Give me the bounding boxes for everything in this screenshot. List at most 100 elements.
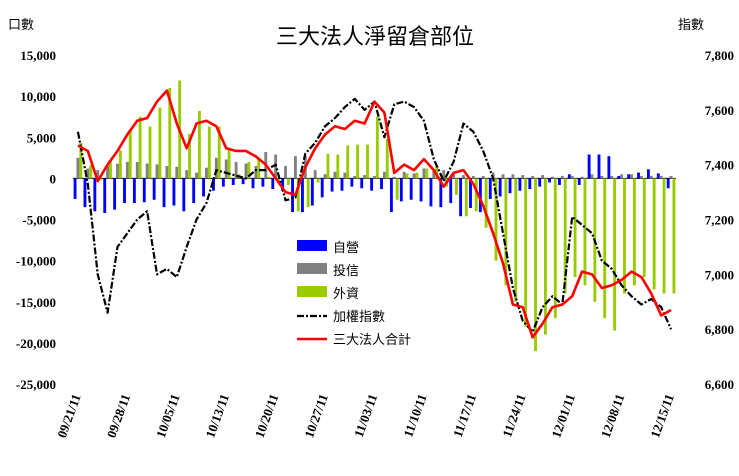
bar-1-55: [620, 174, 624, 179]
bar-0-45: [518, 178, 522, 191]
bar-1-10: [175, 166, 179, 179]
bar-2-3: [109, 160, 112, 179]
x-date-label: 11/17/11: [450, 392, 479, 439]
x-date-label: 09/28/11: [104, 392, 134, 440]
bar-1-35: [422, 168, 426, 179]
right-tick-label: 7,200: [705, 213, 734, 228]
bar-2-6: [138, 116, 142, 179]
bar-2-4: [118, 150, 122, 179]
bar-1-46: [531, 175, 535, 179]
bar-0-2: [93, 178, 97, 212]
x-date-label: 10/27/11: [301, 392, 331, 440]
bar-0-47: [538, 178, 542, 187]
bar-1-32: [392, 176, 396, 179]
bar-0-53: [597, 154, 601, 179]
bar-2-59: [662, 178, 666, 294]
bar-2-13: [207, 126, 211, 179]
bar-0-31: [380, 178, 383, 190]
right-tick-label: 7,800: [705, 48, 734, 63]
bar-2-15: [227, 149, 231, 179]
bar-2-60: [672, 178, 676, 294]
bar-1-13: [205, 167, 208, 179]
x-date-label: 10/13/11: [202, 392, 232, 440]
bar-1-17: [244, 163, 248, 179]
bar-0-58: [646, 169, 650, 179]
bar-1-52: [590, 174, 594, 179]
bar-0-48: [548, 178, 551, 183]
bar-2-28: [356, 144, 360, 179]
bar-0-49: [558, 178, 561, 185]
bar-2-56: [632, 178, 636, 286]
bar-1-2: [96, 170, 100, 179]
bar-1-59: [659, 175, 663, 179]
bar-1-3: [106, 166, 110, 179]
bar-0-0: [73, 178, 77, 199]
bar-0-39: [459, 178, 463, 217]
legend-label: 自營: [333, 240, 359, 255]
bar-0-3: [103, 178, 107, 213]
bar-2-51: [583, 178, 587, 286]
bar-2-42: [494, 178, 498, 261]
bar-0-52: [587, 154, 591, 179]
bar-2-47: [543, 178, 547, 335]
bar-2-43: [504, 178, 508, 286]
bar-0-46: [528, 178, 532, 190]
bar-2-21: [286, 178, 290, 185]
bar-1-34: [412, 173, 416, 179]
bar-2-5: [128, 129, 132, 179]
bar-2-0: [79, 143, 83, 179]
bar-1-6: [135, 161, 139, 179]
bar-0-26: [330, 178, 334, 192]
bar-2-30: [375, 116, 379, 179]
bar-0-34: [409, 178, 413, 200]
bar-1-51: [580, 176, 584, 179]
bar-2-45: [524, 178, 528, 327]
bar-0-54: [607, 156, 611, 179]
bar-0-12: [192, 178, 196, 204]
legend-swatch: [297, 286, 327, 297]
bar-0-37: [439, 178, 443, 208]
bar-2-31: [385, 138, 389, 179]
bar-0-23: [301, 178, 304, 213]
x-date-label: 10/05/11: [153, 392, 183, 440]
x-date-label: 11/10/11: [400, 392, 429, 439]
bar-1-58: [649, 175, 653, 179]
bar-0-9: [162, 178, 166, 208]
bar-0-19: [261, 178, 265, 187]
legend-label: 三大法人合計: [333, 332, 411, 347]
bar-0-18: [251, 178, 255, 189]
left-tick-label: -15,000: [16, 295, 56, 310]
bar-2-50: [573, 178, 577, 278]
bar-2-39: [464, 178, 468, 217]
bar-2-25: [326, 153, 330, 179]
bar-2-23: [306, 178, 310, 208]
bar-2-22: [296, 178, 300, 212]
bar-1-49: [560, 175, 564, 179]
x-date-label: 09/21/11: [54, 392, 84, 440]
right-axis-ticks: 7,800 7,600 7,400 7,200 7,000 6,800 6,600: [705, 48, 734, 392]
bar-0-17: [241, 178, 245, 185]
legend-swatch: [297, 263, 327, 274]
left-tick-label: -10,000: [16, 254, 56, 269]
bar-1-9: [165, 166, 169, 179]
bar-0-56: [627, 174, 631, 179]
bar-2-29: [366, 144, 369, 179]
legend-swatch: [297, 240, 327, 251]
bar-2-40: [474, 178, 478, 212]
bar-1-40: [471, 175, 475, 179]
bar-2-41: [484, 178, 488, 228]
bar-1-54: [610, 175, 614, 179]
bar-1-41: [481, 175, 485, 179]
bar-0-59: [656, 173, 660, 179]
bar-0-6: [132, 178, 136, 204]
bar-0-51: [577, 178, 581, 185]
bar-0-42: [488, 178, 492, 199]
bar-0-60: [666, 178, 670, 189]
bar-0-36: [429, 178, 433, 207]
bar-0-40: [469, 178, 472, 208]
bar-2-19: [267, 176, 271, 179]
bar-2-54: [613, 178, 617, 331]
x-date-label: 12/15/11: [647, 392, 677, 440]
bar-2-34: [415, 172, 419, 179]
